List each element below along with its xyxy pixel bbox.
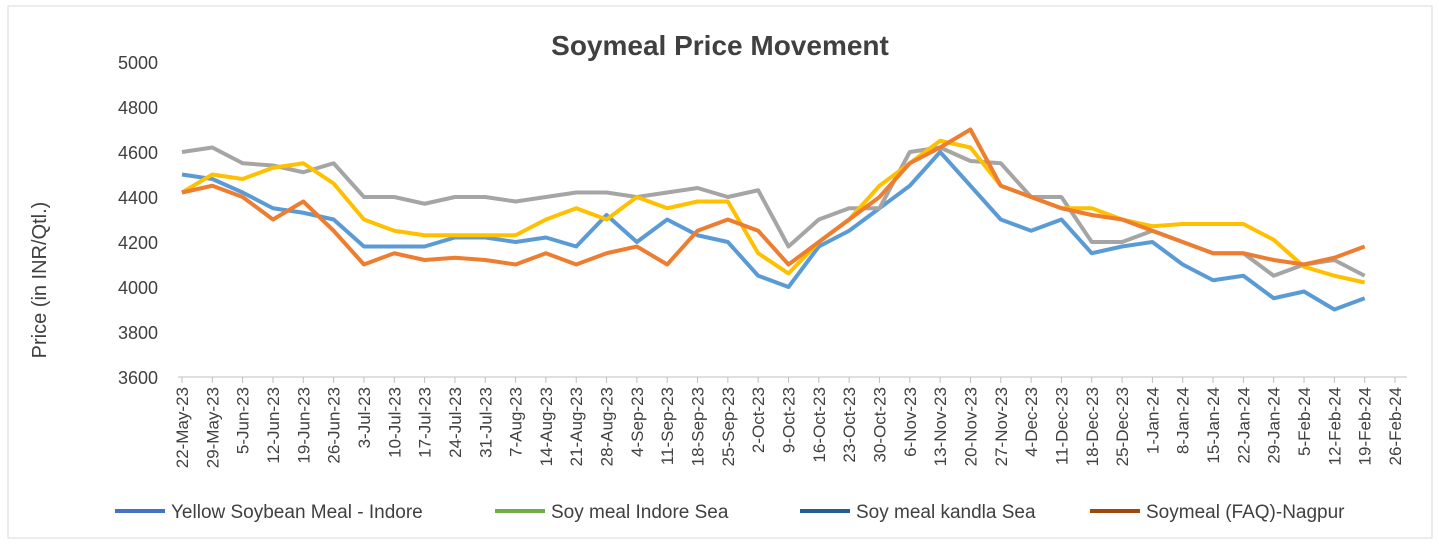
x-tick-label: 16-Oct-23	[810, 387, 829, 463]
x-tick-label: 10-Jul-23	[385, 387, 404, 458]
series-line	[180, 138, 1366, 285]
series-line	[181, 127, 1366, 267]
y-tick-label: 3800	[118, 323, 158, 343]
x-tick-label: 24-Jul-23	[446, 387, 465, 458]
x-tick-label: 8-Jan-24	[1174, 387, 1193, 454]
x-tick-label: 15-Jan-24	[1204, 387, 1223, 464]
x-tick-label: 27-Nov-23	[992, 387, 1011, 466]
x-tick-label: 12-Jun-23	[264, 387, 283, 464]
x-tick-label: 28-Aug-23	[598, 387, 617, 466]
x-tick-label: 29-Jan-24	[1265, 387, 1284, 464]
x-tick-label: 22-Jan-24	[1234, 387, 1253, 464]
x-tick-label: 2-Oct-23	[749, 387, 768, 453]
x-tick-label: 25-Sep-23	[719, 387, 738, 466]
x-tick-label: 19-Feb-24	[1356, 387, 1375, 465]
x-tick-label: 3-Jul-23	[355, 387, 374, 448]
series-line	[181, 150, 1366, 312]
x-tick-label: 6-Nov-23	[901, 387, 920, 457]
x-tick-label: 4-Dec-23	[1022, 387, 1041, 457]
x-tick-label: 14-Aug-23	[537, 387, 556, 466]
x-tick-label: 13-Nov-23	[931, 387, 950, 466]
legend-label: Soy meal Indore Sea	[551, 502, 729, 523]
y-tick-label: 4400	[118, 188, 158, 208]
x-tick-label: 1-Jan-24	[1143, 387, 1162, 454]
x-tick-label: 26-Jun-23	[325, 387, 344, 464]
x-tick-label: 5-Jun-23	[234, 387, 253, 454]
x-tick-label: 7-Aug-23	[507, 387, 526, 457]
x-tick-label: 23-Oct-23	[840, 387, 859, 463]
x-tick-label: 30-Oct-23	[870, 387, 889, 463]
y-tick-label: 3600	[118, 368, 158, 388]
y-axis-label: Price (in INR/Qtl.)	[29, 202, 51, 359]
x-tick-label: 29-May-23	[203, 387, 222, 468]
x-tick-label: 26-Feb-24	[1386, 387, 1405, 465]
x-tick-label: 20-Nov-23	[961, 387, 980, 466]
y-tick-label: 4200	[118, 233, 158, 253]
x-tick-label: 18-Dec-23	[1083, 387, 1102, 466]
y-tick-label: 4800	[118, 98, 158, 118]
x-tick-label: 18-Sep-23	[689, 387, 708, 466]
x-tick-label: 19-Jun-23	[294, 387, 313, 464]
x-tick-label: 5-Feb-24	[1295, 387, 1314, 456]
x-tick-label: 31-Jul-23	[476, 387, 495, 458]
legend-label: Yellow Soybean Meal - Indore	[171, 502, 423, 523]
x-tick-label: 21-Aug-23	[567, 387, 586, 466]
x-tick-label: 12-Feb-24	[1325, 387, 1344, 465]
y-tick-label: 4000	[118, 278, 158, 298]
x-tick-label: 11-Dec-23	[1052, 387, 1071, 465]
x-tick-label: 11-Sep-23	[658, 387, 677, 465]
x-tick-label: 22-May-23	[173, 387, 192, 468]
x-tick-label: 9-Oct-23	[780, 387, 799, 453]
chart-title: Soymeal Price Movement	[551, 30, 889, 61]
x-tick-label: 17-Jul-23	[416, 387, 435, 458]
legend-label: Soy meal kandla Sea	[856, 502, 1036, 523]
y-tick-label: 4600	[118, 143, 158, 163]
legend-label: Soymeal (FAQ)-Nagpur	[1146, 502, 1345, 523]
x-tick-label: 25-Dec-23	[1113, 387, 1132, 466]
x-tick-label: 4-Sep-23	[628, 387, 647, 457]
y-tick-label: 5000	[118, 53, 158, 73]
